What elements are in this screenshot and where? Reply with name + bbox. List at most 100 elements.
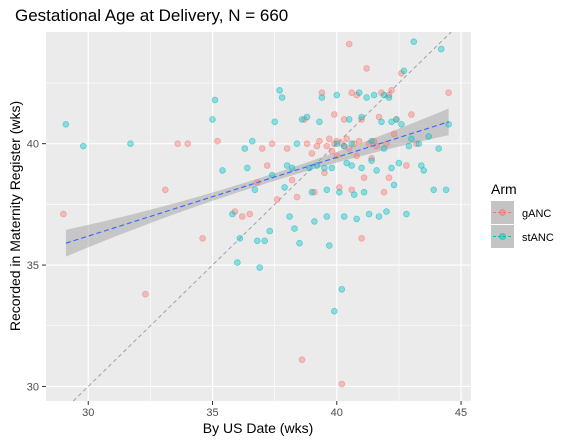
point-ganc xyxy=(298,356,306,364)
point-stanc xyxy=(313,162,321,169)
point-stanc xyxy=(323,186,331,194)
x-axis-ticks: 30 35 40 45 xyxy=(82,401,467,419)
point-stanc xyxy=(403,210,410,218)
point-ganc xyxy=(330,111,338,118)
point-stanc xyxy=(293,140,301,148)
point-stanc xyxy=(408,135,415,143)
x-tick-label: 45 xyxy=(455,407,467,419)
y-axis-label: Recorded in Maternity Register (wks) xyxy=(7,101,23,331)
x-tick-label: 30 xyxy=(82,407,94,419)
point-stanc xyxy=(321,164,328,172)
point-stanc xyxy=(348,140,356,148)
point-stanc xyxy=(358,113,365,121)
point-ganc xyxy=(340,116,348,123)
point-ganc xyxy=(273,196,281,203)
x-tick-label: 40 xyxy=(331,407,343,419)
point-ganc xyxy=(385,174,393,182)
point-stanc xyxy=(348,162,356,169)
point-ganc xyxy=(355,137,363,145)
point-ganc xyxy=(445,89,452,96)
point-ganc xyxy=(380,188,388,196)
point-ganc xyxy=(184,140,192,148)
point-ganc xyxy=(308,150,316,157)
data-points xyxy=(60,38,452,388)
point-ganc xyxy=(345,40,353,48)
point-stanc xyxy=(360,188,368,196)
point-ganc xyxy=(338,140,346,148)
grid-minor xyxy=(46,32,471,401)
point-stanc xyxy=(395,159,403,167)
point-stanc xyxy=(363,94,370,101)
chart-title: Gestational Age at Delivery, N = 660 xyxy=(15,6,288,25)
point-stanc xyxy=(375,213,383,220)
point-ganc xyxy=(246,210,254,218)
point-stanc xyxy=(400,67,408,75)
point-stanc xyxy=(229,210,236,218)
point-ganc xyxy=(323,142,331,150)
legend-key-ganc xyxy=(491,201,514,224)
y-tick-label: 35 xyxy=(27,260,39,272)
point-ganc xyxy=(142,290,149,298)
point-stanc xyxy=(338,285,346,293)
point-stanc xyxy=(383,208,390,215)
point-ganc xyxy=(321,169,328,177)
point-stanc xyxy=(333,91,341,99)
point-ganc xyxy=(288,176,296,184)
point-ganc xyxy=(360,174,368,182)
point-stanc xyxy=(209,116,216,123)
point-stanc xyxy=(253,237,261,245)
legend-key-point-ganc xyxy=(499,209,506,216)
point-ganc xyxy=(343,135,351,143)
point-stanc xyxy=(350,191,358,199)
point-ganc xyxy=(316,137,323,145)
point-stanc xyxy=(410,38,418,45)
point-ganc xyxy=(318,89,326,96)
point-stanc xyxy=(445,121,452,128)
point-ganc xyxy=(283,145,291,152)
point-stanc xyxy=(211,96,219,104)
plot-panel xyxy=(46,32,471,401)
point-stanc xyxy=(415,140,423,148)
point-stanc xyxy=(330,307,338,315)
point-stanc xyxy=(437,45,445,53)
point-stanc xyxy=(355,89,363,96)
point-stanc xyxy=(261,237,269,245)
x-axis-label: By US Date (wks) xyxy=(203,420,313,436)
point-ganc xyxy=(174,140,182,148)
point-stanc xyxy=(340,213,348,220)
point-stanc xyxy=(333,140,341,148)
point-stanc xyxy=(435,145,443,152)
point-stanc xyxy=(323,213,331,220)
point-stanc xyxy=(80,142,87,150)
point-stanc xyxy=(378,118,385,126)
point-stanc xyxy=(318,94,326,101)
fit-line xyxy=(65,121,449,244)
point-stanc xyxy=(281,184,288,191)
point-stanc xyxy=(405,142,413,150)
point-stanc xyxy=(417,162,425,169)
point-stanc xyxy=(291,225,298,232)
point-stanc xyxy=(236,235,244,242)
point-ganc xyxy=(239,213,246,220)
point-ganc xyxy=(60,210,67,218)
point-stanc xyxy=(365,210,373,218)
point-ganc xyxy=(268,140,276,148)
point-ganc xyxy=(358,235,365,242)
point-stanc xyxy=(442,186,450,194)
point-stanc xyxy=(266,227,274,235)
point-stanc xyxy=(311,218,318,225)
point-stanc xyxy=(286,213,293,220)
point-stanc xyxy=(256,264,264,271)
legend-label-stanc: stANC xyxy=(522,232,554,244)
point-ganc xyxy=(388,87,395,94)
point-stanc xyxy=(390,181,398,189)
point-stanc xyxy=(251,186,259,194)
grid-major xyxy=(46,32,471,401)
point-ganc xyxy=(335,184,343,191)
point-stanc xyxy=(296,239,303,247)
point-stanc xyxy=(380,145,388,152)
point-stanc xyxy=(306,164,313,172)
point-stanc xyxy=(62,121,70,128)
